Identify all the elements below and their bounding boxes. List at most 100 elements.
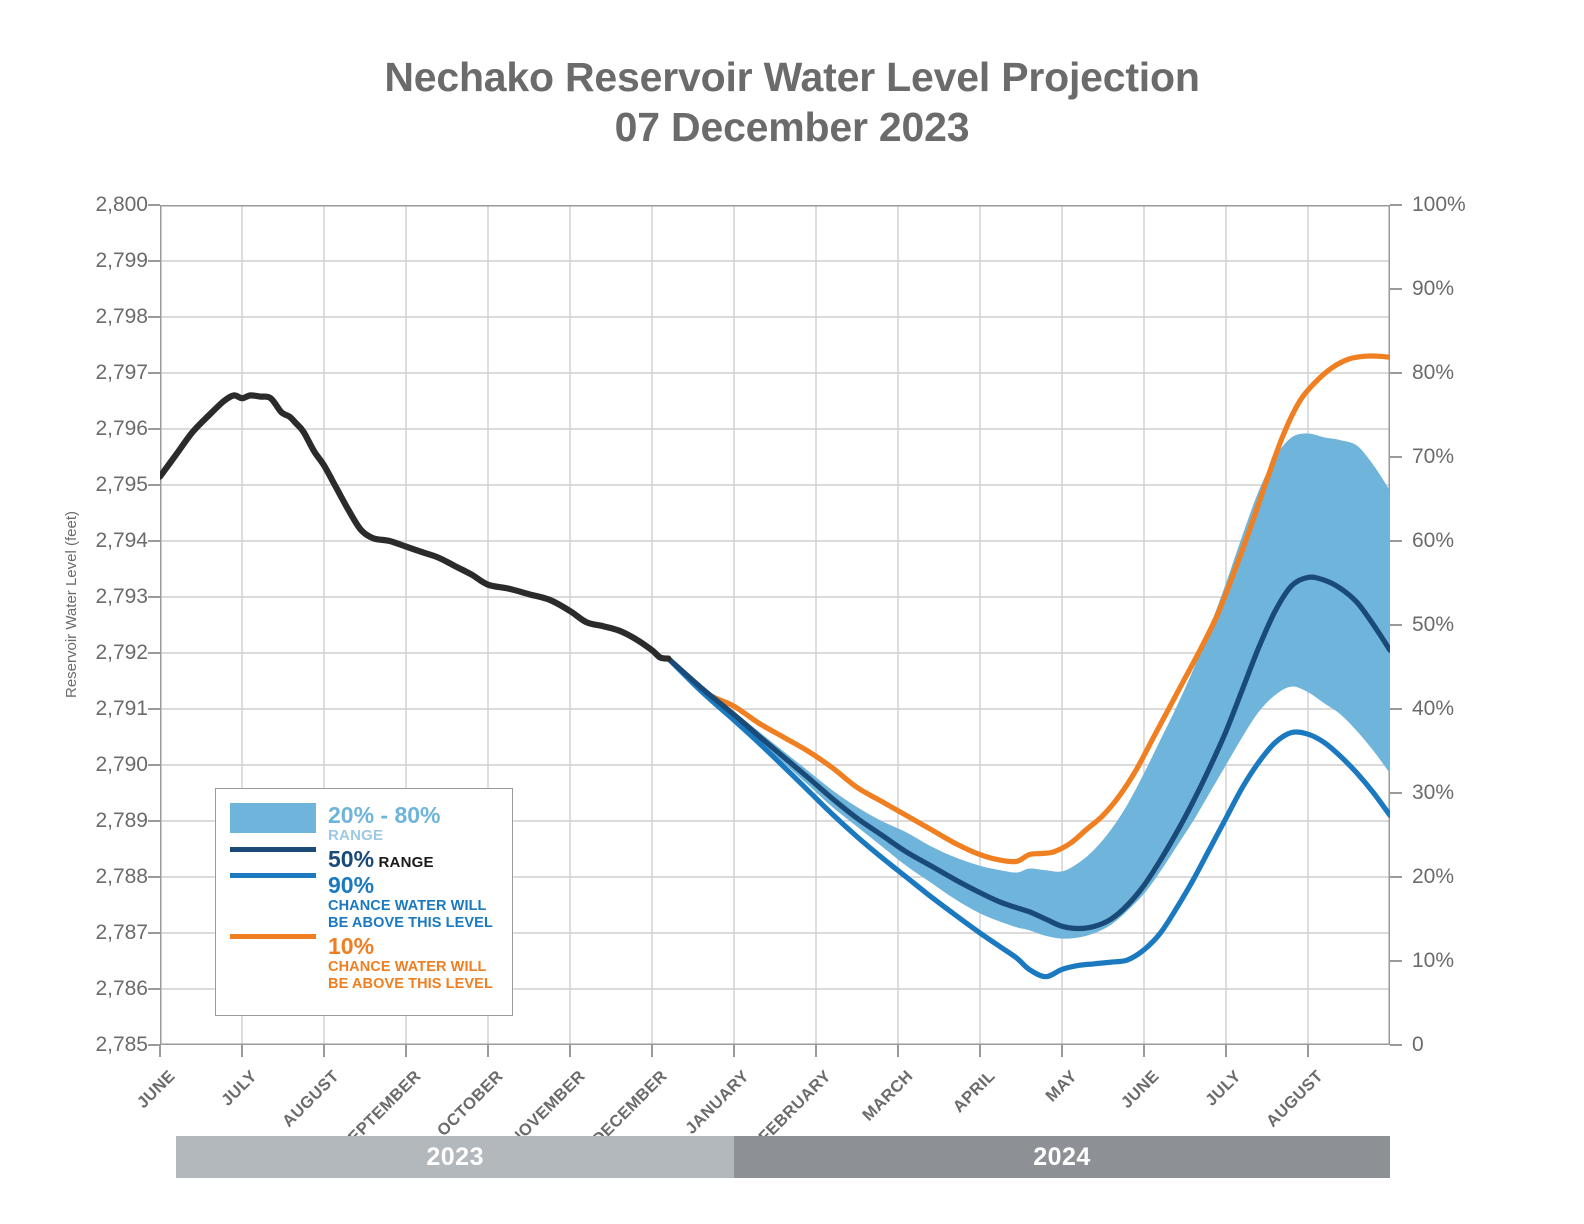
x-tick-label-4: OCTOBER [433,1067,507,1140]
legend-item-range-20-80: 20% - 80% RANGE [230,803,500,845]
legend-item-range-50: 50% RANGE [230,847,500,872]
x-tick-mark [979,1045,981,1057]
y-tick-mark-left [148,1044,160,1046]
x-tick-mark [405,1045,407,1057]
x-tick-mark [1225,1045,1227,1057]
x-tick-mark [1307,1045,1309,1057]
y-tick-mark-left [148,316,160,318]
legend-item-90: 90% CHANCE WATER WILL BE ABOVE THIS LEVEL [230,873,500,932]
y-tick-mark-left [148,372,160,374]
x-tick-mark [651,1045,653,1057]
plot-area [160,205,1390,1045]
y-tick-mark-right [1390,624,1402,626]
legend-sub-10: CHANCE WATER WILL BE ABOVE THIS LEVEL [328,959,493,993]
y-tick-left-2788: 2,788 [95,865,148,888]
x-tick-label-9: MARCH [859,1067,917,1125]
y-tick-right-5: 50% [1412,613,1455,636]
y-tick-left-2793: 2,793 [95,585,148,608]
y-tick-mark-left [148,708,160,710]
x-tick-mark [1143,1045,1145,1057]
y-tick-mark-left [148,820,160,822]
x-tick-mark [733,1045,735,1057]
y-tick-left-2794: 2,794 [95,529,148,552]
legend-swatch-line-10 [230,934,322,940]
legend-label-range-20-80: 20% - 80% [328,802,441,828]
y-tick-left-2798: 2,798 [95,305,148,328]
y-tick-right-9: 10% [1412,949,1455,972]
legend-label-90: 90% [328,872,375,899]
y-tick-mark-left [148,204,160,206]
x-tick-label-2: AUGUST [279,1067,343,1131]
y-tick-mark-right [1390,204,1402,206]
y-tick-right-8: 20% [1412,865,1455,888]
legend-swatch-line-50 [230,846,322,852]
x-tick-label-14: AUGUST [1263,1067,1327,1131]
y-tick-mark-left [148,428,160,430]
y-tick-right-6: 40% [1412,697,1455,720]
y-tick-left-2799: 2,799 [95,249,148,272]
y-tick-mark-left [148,484,160,486]
x-tick-mark [241,1045,243,1057]
series-line-observed [160,392,672,662]
y-tick-mark-right [1390,372,1402,374]
y-tick-right-3: 70% [1412,445,1455,468]
y-tick-left-2785: 2,785 [95,1033,148,1056]
y-tick-left-2800: 2,800 [95,193,148,216]
chart-legend: 20% - 80% RANGE 50% RANGE 90% CHANCE WAT… [215,788,513,1016]
y-tick-left-2789: 2,789 [95,809,148,832]
y-tick-mark-left [148,652,160,654]
series-line-90-percent [665,656,1390,980]
legend-suffix-range-20-80: RANGE [328,826,384,844]
title-line-2: 07 December 2023 [614,104,970,150]
x-tick-mark [815,1045,817,1057]
y-tick-left-2797: 2,797 [95,361,148,384]
x-tick-label-7: JANUARY [682,1067,753,1138]
y-tick-mark-right [1390,288,1402,290]
x-tick-mark [487,1045,489,1057]
y-tick-left-2795: 2,795 [95,473,148,496]
title-line-1: Nechako Reservoir Water Level Projection [384,54,1200,100]
y-tick-mark-right [1390,456,1402,458]
y-tick-mark-left [148,932,160,934]
x-tick-mark [569,1045,571,1057]
y-tick-right-10: 0 [1412,1033,1424,1056]
legend-swatch-band [230,803,322,833]
x-tick-label-13: JULY [1202,1067,1245,1110]
y-tick-mark-left [148,764,160,766]
year-bar-2024: 2024 [734,1136,1390,1178]
y-tick-right-0: 100% [1412,193,1466,216]
y-tick-mark-right [1390,1044,1402,1046]
plot-svg [160,205,1390,1045]
x-tick-mark [1061,1045,1063,1057]
y-tick-right-1: 90% [1412,277,1455,300]
series-line-10-percent [665,353,1390,865]
x-tick-label-0: JUNE [133,1067,179,1112]
y-tick-left-2787: 2,787 [95,921,148,944]
legend-item-10: 10% CHANCE WATER WILL BE ABOVE THIS LEVEL [230,934,500,993]
legend-suffix-range-50: RANGE [378,853,434,871]
y-tick-mark-left [148,596,160,598]
y-tick-mark-right [1390,792,1402,794]
series-line-50-percent [665,574,1390,932]
y-tick-left-2792: 2,792 [95,641,148,664]
y-tick-mark-right [1390,876,1402,878]
x-tick-label-11: MAY [1042,1067,1081,1106]
y-tick-mark-left [148,540,160,542]
page-title: Nechako Reservoir Water Level Projection… [0,52,1584,152]
x-tick-label-1: JULY [218,1067,261,1110]
y-tick-mark-right [1390,960,1402,962]
x-tick-mark [323,1045,325,1057]
x-tick-mark [897,1045,899,1057]
legend-sub-90: CHANCE WATER WILL BE ABOVE THIS LEVEL [328,898,493,932]
y-tick-right-7: 30% [1412,781,1455,804]
legend-label-10: 10% [328,933,375,960]
legend-swatch-line-90 [230,873,322,879]
y-tick-mark-right [1390,708,1402,710]
y-tick-left-2796: 2,796 [95,417,148,440]
year-bar-label: 2024 [1033,1142,1091,1171]
y-tick-left-2790: 2,790 [95,753,148,776]
legend-label-range-50: 50% [328,845,375,872]
y-tick-mark-left [148,260,160,262]
y-tick-right-2: 80% [1412,361,1455,384]
x-tick-mark [159,1045,161,1057]
